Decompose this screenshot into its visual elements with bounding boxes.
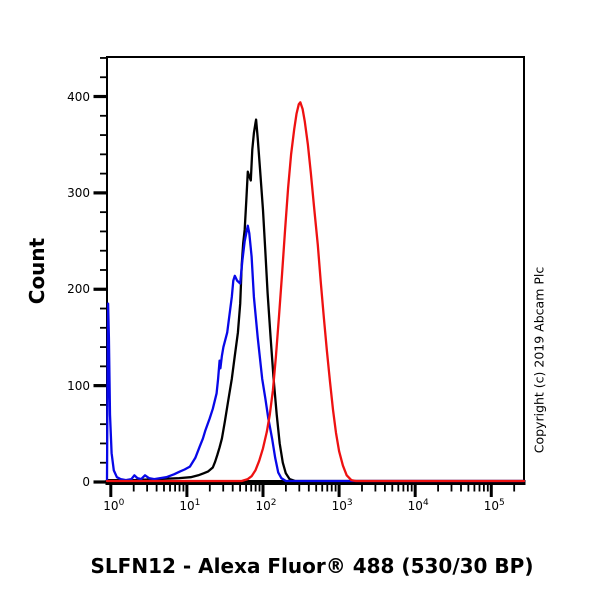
plot-frame: [106, 56, 525, 483]
x-tick-label: 104: [407, 498, 429, 513]
x-axis-line: [105, 480, 526, 485]
x-tick-label: 105: [483, 498, 505, 513]
x-tick-label: 102: [255, 498, 277, 513]
y-tick-label: 300: [67, 185, 90, 200]
y-tick-label: 400: [67, 89, 90, 104]
y-tick-label: 0: [82, 475, 90, 489]
x-tick-label: 101: [179, 498, 201, 513]
copyright-notice: Copyright (c) 2019 Abcam Plc: [531, 266, 547, 454]
y-tick-label: 100: [67, 378, 90, 393]
x-tick-label: 103: [331, 498, 353, 513]
y-tick-label: 200: [67, 282, 90, 297]
y-axis-title: Count: [25, 237, 49, 305]
red-curve: [105, 101, 526, 483]
x-axis-title: SLFN12 - Alexa Fluor® 488 (530/30 BP): [90, 554, 534, 578]
x-tick-label: 100: [103, 498, 125, 513]
blue-curve: [105, 224, 526, 483]
black-curve: [105, 118, 526, 483]
